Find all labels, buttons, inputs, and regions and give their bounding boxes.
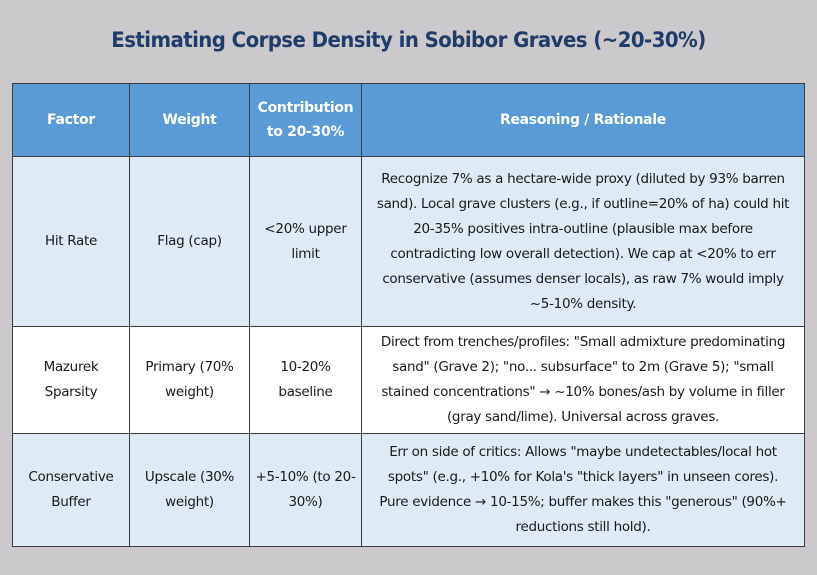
cell-contribution: 10-20% baseline — [249, 326, 362, 434]
table-row: Conservative Buffer Upscale (30% weight)… — [12, 433, 805, 547]
table-row: Mazurek Sparsity Primary (70% weight) 10… — [12, 326, 805, 434]
cell-weight: Upscale (30% weight) — [129, 433, 250, 547]
cell-contribution: +5-10% (to 20-30%) — [249, 433, 362, 547]
cell-factor: Mazurek Sparsity — [12, 326, 130, 434]
cell-weight: Flag (cap) — [129, 156, 250, 327]
page-title: Estimating Corpse Density in Sobibor Gra… — [111, 28, 706, 52]
cell-factor: Conservative Buffer — [12, 433, 130, 547]
table-header-row: Factor Weight Contribution to 20-30% Rea… — [12, 83, 805, 157]
cell-factor: Hit Rate — [12, 156, 130, 327]
cell-contribution: <20% upper limit — [249, 156, 362, 327]
header-contribution: Contribution to 20-30% — [249, 83, 362, 157]
header-reasoning: Reasoning / Rationale — [361, 83, 805, 157]
table-row: Hit Rate Flag (cap) <20% upper limit Rec… — [12, 156, 805, 327]
cell-reasoning: Err on side of critics: Allows "maybe un… — [361, 433, 805, 547]
cell-reasoning: Direct from trenches/profiles: "Small ad… — [361, 326, 805, 434]
cell-weight: Primary (70% weight) — [129, 326, 250, 434]
cell-reasoning: Recognize 7% as a hectare-wide proxy (di… — [361, 156, 805, 327]
header-weight: Weight — [129, 83, 250, 157]
header-factor: Factor — [12, 83, 130, 157]
density-table: Factor Weight Contribution to 20-30% Rea… — [12, 83, 805, 547]
